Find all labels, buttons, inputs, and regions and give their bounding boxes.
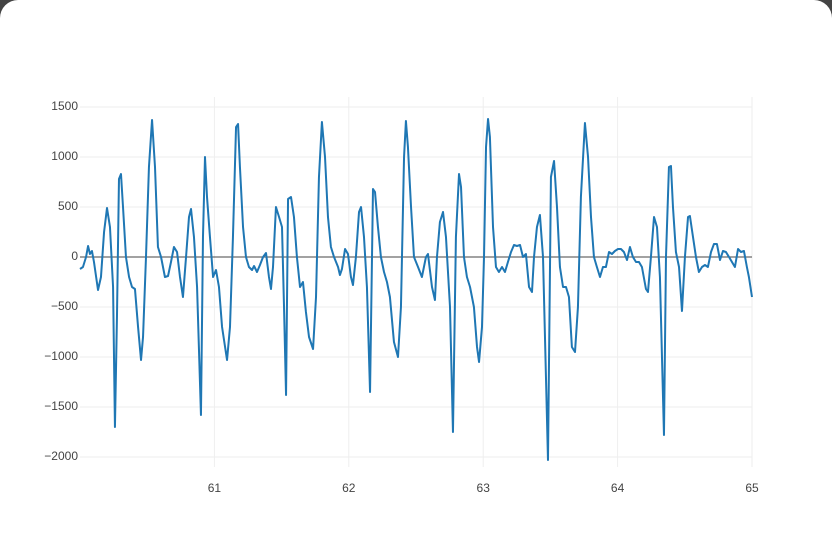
series-line: [79, 118, 753, 461]
x-tick-label: 62: [342, 481, 356, 495]
plot: [79, 118, 753, 461]
y-tick-label: −1000: [44, 349, 78, 363]
x-tick-label: 63: [477, 481, 491, 495]
y-tick-label: −2000: [44, 449, 78, 463]
x-tick-label: 64: [611, 481, 625, 495]
y-tick-label: 0: [71, 249, 78, 263]
x-tick-label: 61: [208, 481, 222, 495]
x-tick-label: 65: [745, 481, 759, 495]
y-tick-label: −500: [51, 299, 78, 313]
y-tick-label: 500: [58, 199, 78, 213]
y-tick-label: −1500: [44, 399, 78, 413]
y-tick-label: 1000: [51, 149, 78, 163]
y-tick-label: 1500: [51, 99, 78, 113]
